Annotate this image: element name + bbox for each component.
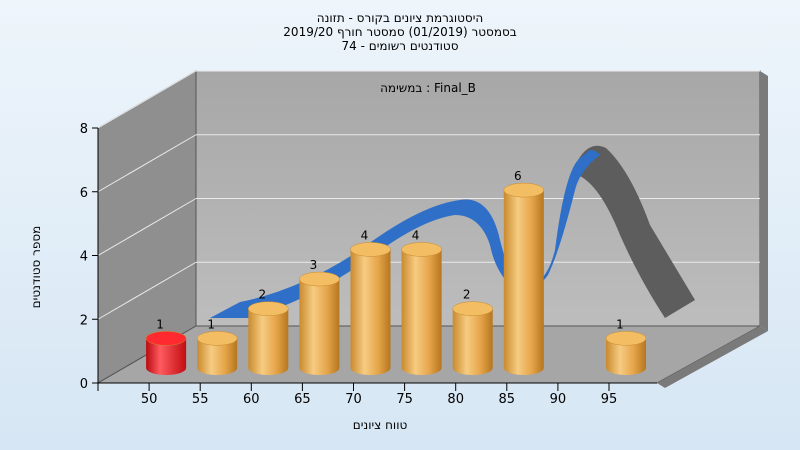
bar [452,301,493,375]
gridline-side [97,70,197,129]
trend-ribbon-gray [578,145,695,318]
bar [248,301,289,375]
bar-cap [401,242,442,257]
bar-value-label: 2 [258,288,266,302]
x-tick-label: 60 [243,392,260,407]
bar-cap [452,301,493,316]
bar-body [350,249,391,375]
y-axis: 0 2 4 6 8 [80,122,99,392]
bar-cap [299,271,340,287]
bar-cap [248,301,289,316]
bar-value-label: 1 [616,317,624,331]
bar-value-label: 1 [207,317,215,331]
bar [350,242,391,375]
x-tick-label: 75 [396,392,413,407]
bar [401,242,442,375]
bar-body [299,279,340,375]
bars: 1 1 2 3 4 4 2 6 1 [145,169,647,375]
bar [145,331,187,375]
bar-cap [503,182,545,198]
wall-shadow [760,71,768,331]
bar-value-label: 2 [463,288,471,302]
bar-body [606,338,646,375]
gridline-side [97,198,197,256]
bar [299,271,340,375]
x-tick-label: 50 [141,392,158,407]
x-tick-label: 55 [192,392,209,407]
bar-cap [605,331,647,346]
gridlines [97,70,760,320]
x-tick-label: 95 [601,392,618,407]
bar-body [401,249,442,375]
bar [503,182,545,375]
gridline-side [97,261,197,320]
x-tick-label: 90 [550,392,567,407]
y-tick-label: 0 [80,377,88,392]
bar-body [452,308,493,375]
gridline-side [97,134,197,193]
bar-value-label: 1 [156,317,164,331]
floor-shadow [657,326,768,388]
bar-body [503,190,544,375]
x-axis-label: טווח ציונים [352,418,408,432]
chart-title-line-1: היסטוגרמת ציונים בקורס - תזונה [316,11,484,25]
chart-title-line-3: סטודנטים רשומים - 74 [341,39,459,53]
bar-body [248,308,289,375]
bar-body [146,338,187,375]
y-tick-label: 6 [80,186,88,201]
x-tick-label: 80 [447,392,464,407]
bar-cap [196,331,238,346]
y-tick-label: 8 [80,122,88,137]
x-tick-label: 85 [499,392,516,407]
bar-cap [350,242,391,257]
bar-value-label: 6 [514,169,522,183]
y-tick-label: 2 [80,313,88,328]
y-tick-label: 4 [80,250,88,265]
trend-ribbon-blue [210,150,600,318]
x-axis: 50 55 60 65 70 75 80 85 90 95 [97,382,657,407]
bar [196,331,238,375]
bar-value-label: 4 [361,228,369,242]
bar-cap [145,331,187,346]
bar-value-label: 4 [412,228,420,242]
x-tick-label: 70 [345,392,362,407]
chart-title-line-2: בסמסטר (01/2019) סמסטר חורף 2019/20 [283,25,517,39]
bar-value-label: 3 [310,258,318,272]
bar [605,331,647,375]
y-axis-label: מספר סטודנטים [29,225,43,309]
x-tick-label: 65 [294,392,311,407]
bar-body [197,338,238,375]
chart-annotation: במשימה : Final_B [380,81,476,95]
